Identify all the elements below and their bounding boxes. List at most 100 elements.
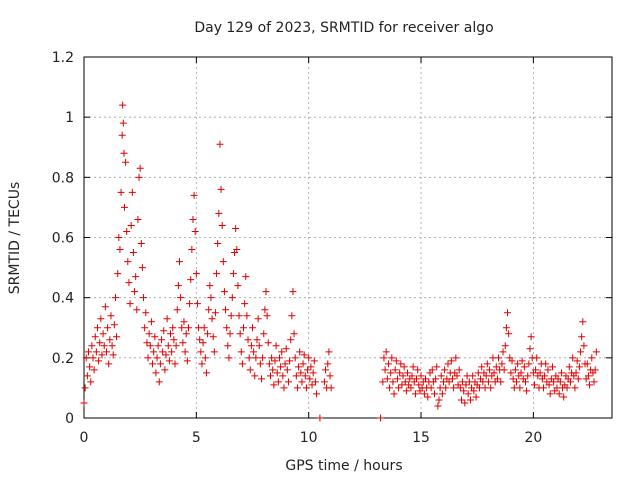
data-point bbox=[117, 188, 125, 196]
data-point bbox=[154, 342, 162, 350]
data-point bbox=[140, 294, 148, 302]
data-point bbox=[466, 396, 474, 404]
data-point bbox=[192, 270, 200, 278]
data-point bbox=[270, 381, 278, 389]
data-point bbox=[548, 363, 556, 371]
data-point bbox=[247, 342, 255, 350]
data-point bbox=[234, 282, 242, 290]
data-point bbox=[253, 336, 261, 344]
data-point bbox=[177, 294, 185, 302]
data-point bbox=[299, 360, 307, 368]
data-point bbox=[236, 330, 244, 338]
data-point bbox=[138, 264, 146, 272]
data-point bbox=[108, 342, 116, 350]
data-point bbox=[302, 384, 310, 392]
data-point bbox=[109, 351, 117, 359]
data-point bbox=[284, 378, 292, 386]
data-point bbox=[383, 375, 391, 383]
data-point bbox=[268, 354, 276, 362]
data-point bbox=[193, 300, 201, 308]
data-point bbox=[508, 357, 516, 365]
data-point bbox=[135, 173, 143, 181]
data-point bbox=[460, 387, 468, 395]
data-point bbox=[575, 363, 583, 371]
data-point bbox=[269, 366, 277, 374]
data-point bbox=[229, 270, 237, 278]
data-point bbox=[87, 378, 95, 386]
data-point bbox=[442, 384, 450, 392]
data-point bbox=[178, 324, 186, 332]
data-point bbox=[158, 336, 166, 344]
data-point bbox=[99, 330, 107, 338]
data-point bbox=[171, 360, 179, 368]
data-point bbox=[572, 369, 580, 377]
data-point bbox=[402, 387, 410, 395]
data-point bbox=[243, 312, 251, 320]
data-point bbox=[407, 384, 415, 392]
data-point bbox=[472, 393, 480, 401]
data-point bbox=[255, 342, 263, 350]
data-point bbox=[160, 327, 168, 335]
data-point bbox=[225, 354, 233, 362]
data-point bbox=[179, 339, 187, 347]
data-point bbox=[188, 246, 196, 254]
x-axis-label: GPS time / hours bbox=[285, 458, 402, 474]
data-point bbox=[217, 185, 225, 193]
data-point bbox=[578, 333, 586, 341]
data-point bbox=[431, 390, 439, 398]
data-point bbox=[565, 363, 573, 371]
data-point bbox=[408, 372, 416, 380]
data-point bbox=[326, 372, 334, 380]
data-point bbox=[525, 360, 533, 368]
data-point bbox=[580, 342, 588, 350]
data-point bbox=[434, 402, 442, 410]
data-point bbox=[288, 312, 296, 320]
data-point bbox=[493, 375, 501, 383]
data-point bbox=[147, 318, 155, 326]
data-point bbox=[271, 357, 279, 365]
y-tick-label: 1.2 bbox=[52, 50, 74, 66]
data-series-srmtid bbox=[80, 101, 600, 422]
data-point bbox=[392, 357, 400, 365]
data-point bbox=[438, 390, 446, 398]
data-point bbox=[293, 384, 301, 392]
data-point bbox=[181, 348, 189, 356]
data-point bbox=[300, 351, 308, 359]
data-point bbox=[316, 414, 324, 422]
data-point bbox=[327, 384, 335, 392]
data-point bbox=[282, 345, 290, 353]
data-point bbox=[119, 119, 127, 127]
data-point bbox=[381, 366, 389, 374]
data-point bbox=[297, 369, 305, 377]
data-point bbox=[286, 357, 294, 365]
data-point bbox=[544, 366, 552, 374]
data-point bbox=[245, 354, 253, 362]
data-point bbox=[97, 315, 105, 323]
data-point bbox=[155, 378, 163, 386]
data-point bbox=[257, 375, 265, 383]
data-point bbox=[199, 339, 207, 347]
data-point bbox=[541, 372, 549, 380]
data-point bbox=[264, 339, 272, 347]
data-point bbox=[486, 366, 494, 374]
data-point bbox=[298, 378, 306, 386]
data-point bbox=[93, 324, 101, 332]
data-point bbox=[447, 357, 455, 365]
data-point bbox=[497, 378, 505, 386]
data-point bbox=[445, 378, 453, 386]
y-tick-label: 0.4 bbox=[52, 291, 74, 307]
data-point bbox=[495, 354, 503, 362]
data-point bbox=[254, 315, 262, 323]
data-point bbox=[523, 387, 531, 395]
data-point bbox=[450, 384, 458, 392]
data-point bbox=[588, 354, 596, 362]
data-point bbox=[196, 336, 204, 344]
data-point bbox=[224, 342, 232, 350]
data-point bbox=[502, 324, 510, 332]
data-point bbox=[235, 312, 243, 320]
data-point bbox=[414, 366, 422, 374]
x-tick-label: 15 bbox=[412, 430, 430, 446]
data-point bbox=[209, 333, 217, 341]
data-point bbox=[424, 393, 432, 401]
x-tick-label: 20 bbox=[524, 430, 542, 446]
